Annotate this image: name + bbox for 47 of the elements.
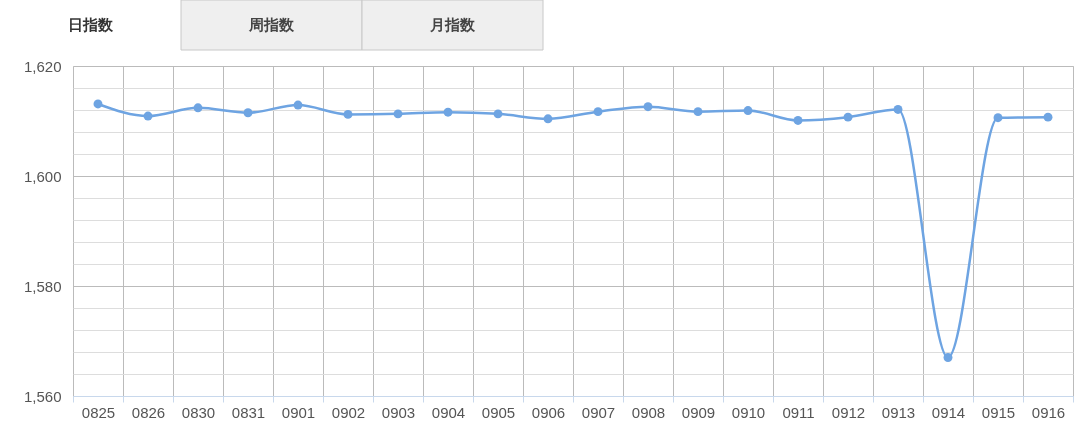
- point: [93, 99, 103, 109]
- x-tick-label: 0906: [531, 403, 566, 421]
- x-tick-label: 0914: [931, 403, 966, 421]
- point: [143, 111, 153, 121]
- x-tick-label: 0904: [431, 403, 466, 421]
- y-tick-label: 1,600: [23, 167, 62, 185]
- point: [793, 115, 803, 125]
- y-tick-label: 1,580: [23, 277, 62, 295]
- point: [643, 102, 653, 112]
- point: [1043, 112, 1053, 122]
- point: [293, 100, 303, 110]
- text: 月指数: [429, 16, 476, 33]
- point: [493, 109, 503, 119]
- text: 日指数: [68, 16, 114, 33]
- x-tick-label: 0901: [281, 403, 316, 421]
- text: 周指数: [248, 16, 295, 33]
- x-tick-label: 0825: [81, 403, 116, 421]
- point: [743, 106, 753, 116]
- point: [543, 114, 553, 124]
- x-tick-label: 0915: [981, 403, 1016, 421]
- x-tick-label: 0903: [381, 403, 416, 421]
- x-tick-label: 0913: [881, 403, 916, 421]
- point: [893, 104, 903, 114]
- x-tick-label: 0908: [631, 403, 666, 421]
- x-tick-label: 0912: [831, 403, 866, 421]
- point: [193, 103, 203, 113]
- point: [993, 113, 1003, 123]
- x-tick-label: 0831: [231, 403, 266, 421]
- point: [243, 108, 253, 118]
- point: [843, 112, 853, 122]
- point: [343, 109, 353, 119]
- x-tick-label: 0905: [481, 403, 516, 421]
- x-tick-label: 0910: [731, 403, 766, 421]
- point: [693, 107, 703, 117]
- y-tick-label: 1,620: [23, 57, 62, 75]
- point: [443, 107, 453, 117]
- x-tick-label: 0916: [1031, 403, 1066, 421]
- point: [943, 353, 953, 362]
- x-tick-label: 0826: [131, 403, 166, 421]
- x-tick-label: 0911: [782, 403, 815, 421]
- point: [593, 107, 603, 117]
- x-tick-label: 0902: [331, 403, 366, 421]
- x-tick-label: 0907: [581, 403, 616, 421]
- point: [393, 109, 403, 119]
- x-tick-label: 0830: [181, 403, 216, 421]
- x-tick-label: 0909: [681, 403, 716, 421]
- y-tick-label: 1,560: [23, 387, 62, 405]
